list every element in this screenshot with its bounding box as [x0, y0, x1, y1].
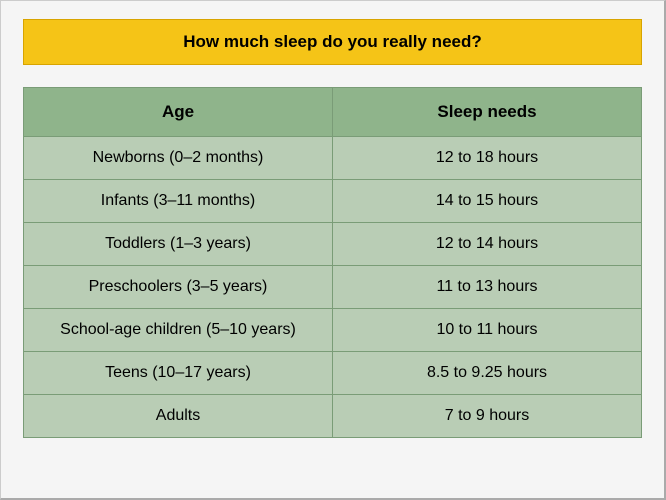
table-header-row: Age Sleep needs	[24, 88, 642, 137]
column-header-age: Age	[24, 88, 333, 137]
cell-sleep-need: 12 to 18 hours	[333, 137, 642, 180]
sleep-needs-panel: How much sleep do you really need? Age S…	[0, 0, 666, 500]
table-row: Toddlers (1–3 years) 12 to 14 hours	[24, 223, 642, 266]
cell-sleep-need: 11 to 13 hours	[333, 266, 642, 309]
cell-age: Adults	[24, 395, 333, 438]
cell-sleep-need: 7 to 9 hours	[333, 395, 642, 438]
cell-age: Infants (3–11 months)	[24, 180, 333, 223]
table-row: Adults 7 to 9 hours	[24, 395, 642, 438]
table-row: Infants (3–11 months) 14 to 15 hours	[24, 180, 642, 223]
table-row: Preschoolers (3–5 years) 11 to 13 hours	[24, 266, 642, 309]
cell-sleep-need: 14 to 15 hours	[333, 180, 642, 223]
sleep-needs-table: Age Sleep needs Newborns (0–2 months) 12…	[23, 87, 642, 438]
cell-sleep-need: 12 to 14 hours	[333, 223, 642, 266]
panel-title: How much sleep do you really need?	[23, 19, 642, 65]
column-header-sleep-needs: Sleep needs	[333, 88, 642, 137]
table-row: Newborns (0–2 months) 12 to 18 hours	[24, 137, 642, 180]
cell-sleep-need: 8.5 to 9.25 hours	[333, 352, 642, 395]
cell-age: School-age children (5–10 years)	[24, 309, 333, 352]
table-row: School-age children (5–10 years) 10 to 1…	[24, 309, 642, 352]
cell-age: Teens (10–17 years)	[24, 352, 333, 395]
cell-sleep-need: 10 to 11 hours	[333, 309, 642, 352]
cell-age: Preschoolers (3–5 years)	[24, 266, 333, 309]
table-row: Teens (10–17 years) 8.5 to 9.25 hours	[24, 352, 642, 395]
cell-age: Newborns (0–2 months)	[24, 137, 333, 180]
cell-age: Toddlers (1–3 years)	[24, 223, 333, 266]
